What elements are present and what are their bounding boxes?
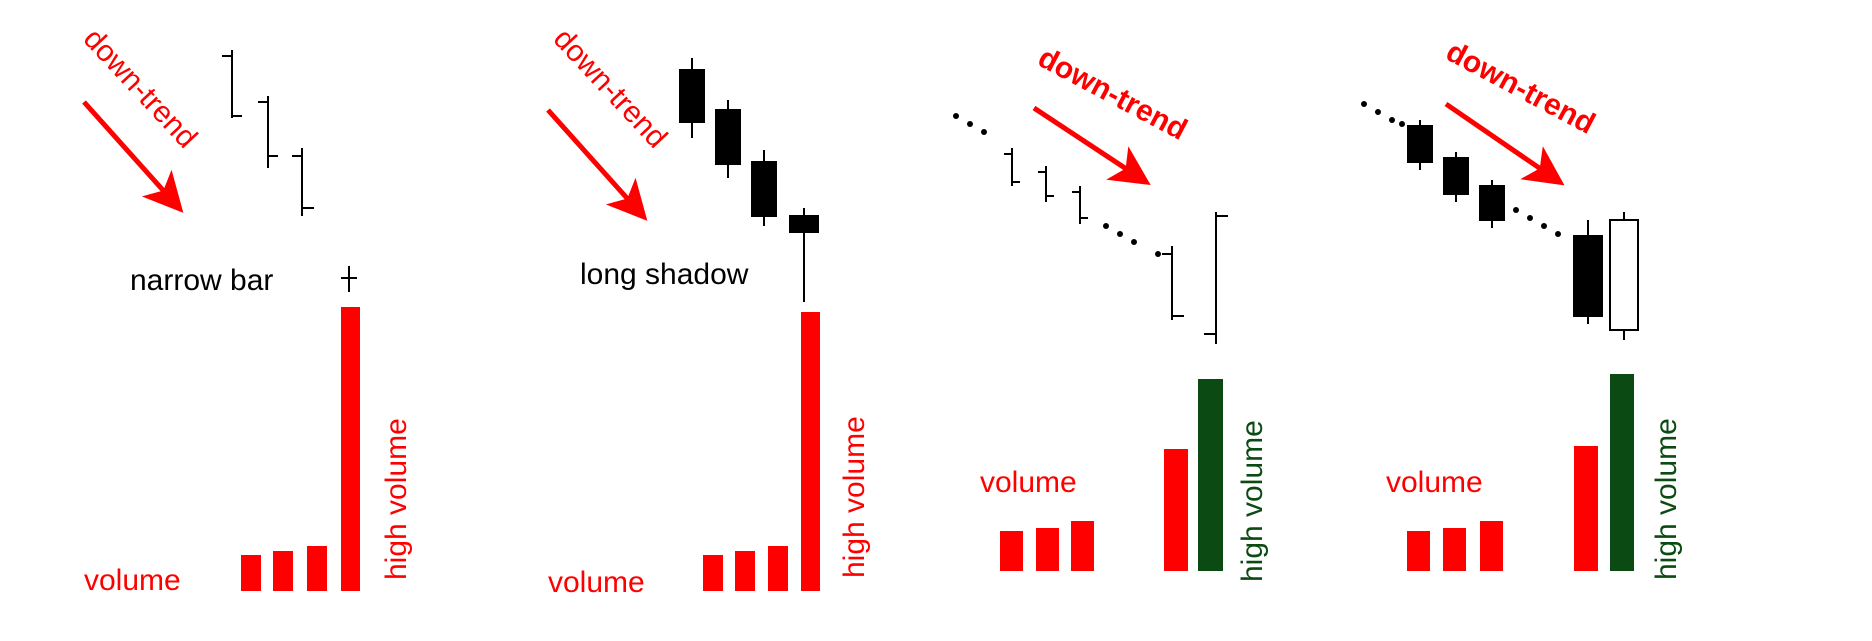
climax-bar-down	[1162, 246, 1184, 320]
candlestick	[679, 58, 705, 138]
high-volume-bar	[1610, 374, 1634, 571]
candlestick	[751, 150, 777, 226]
volume-bar	[1000, 531, 1023, 571]
high-volume-label: high volume	[380, 418, 413, 580]
volume-bar	[1071, 521, 1094, 571]
volume-bar	[1443, 528, 1466, 571]
volume-bar	[703, 555, 723, 591]
volume-bar	[241, 555, 261, 591]
volume-label: volume	[1386, 466, 1483, 499]
volume-label: volume	[84, 564, 181, 597]
high-volume-bar	[801, 312, 820, 591]
panel-candle-climax: down-trend volume high volume	[1361, 35, 1683, 580]
climax-candle-down	[1573, 220, 1603, 324]
long-shadow-candle	[789, 208, 819, 302]
panel-bar-climax: down-trend volume high volume	[953, 41, 1269, 582]
volume-bar	[307, 546, 327, 591]
volume-bar	[1407, 531, 1430, 571]
panel-long-shadow: down-trend long shadow volume high volum…	[546, 22, 871, 599]
candlestick	[1443, 152, 1469, 202]
volume-bar	[735, 551, 755, 591]
volume-bar	[1480, 521, 1503, 571]
volume-bars	[241, 307, 360, 591]
high-volume-label: high volume	[838, 416, 871, 578]
rising-volume-bar	[1164, 449, 1188, 571]
down-trend-label: down-trend	[1441, 35, 1601, 141]
down-trend-arrow-icon	[82, 100, 184, 213]
price-label: narrow bar	[130, 264, 273, 297]
down-trend-arrow-icon	[1444, 101, 1565, 186]
narrow-bar	[341, 266, 357, 292]
price-bars	[222, 50, 357, 292]
volume-bar	[768, 546, 788, 591]
down-trend-arrow-icon	[1032, 105, 1151, 186]
panel-narrow-bar: down-trend narrow bar volume high volume	[77, 22, 413, 597]
high-volume-bar	[341, 307, 360, 591]
candlesticks	[679, 58, 819, 302]
volume-label: volume	[548, 566, 645, 599]
candlestick	[1407, 120, 1433, 170]
down-trend-label: down-trend	[547, 22, 673, 154]
ohlc-bar	[222, 50, 242, 118]
ohlc-bar	[1004, 148, 1020, 186]
ohlc-bar	[1038, 166, 1054, 202]
volume-label: volume	[980, 466, 1077, 499]
high-volume-label: high volume	[1236, 420, 1269, 582]
climax-bar-up	[1204, 212, 1228, 344]
volume-bar	[1036, 528, 1059, 571]
down-trend-label: down-trend	[1033, 41, 1193, 147]
trend-dots	[1361, 101, 1561, 237]
candlesticks	[1407, 120, 1639, 340]
ohlc-bar	[258, 96, 278, 168]
trend-dots	[953, 113, 1161, 257]
high-volume-bar	[1198, 379, 1223, 571]
rising-volume-bar	[1574, 446, 1598, 571]
down-trend-arrow-icon	[546, 108, 648, 221]
price-bars	[1004, 148, 1228, 344]
candlestick	[1479, 180, 1505, 228]
high-volume-label: high volume	[1650, 418, 1683, 580]
ohlc-bar	[1072, 186, 1088, 224]
volume-bar	[273, 551, 293, 591]
ohlc-bar	[292, 148, 314, 216]
volume-bars	[1407, 374, 1634, 571]
climax-candle-up	[1609, 212, 1639, 340]
price-label: long shadow	[580, 258, 749, 291]
volume-bars	[1000, 379, 1223, 571]
volume-bars	[703, 312, 820, 591]
down-trend-label: down-trend	[77, 22, 203, 154]
candlestick	[715, 100, 741, 178]
